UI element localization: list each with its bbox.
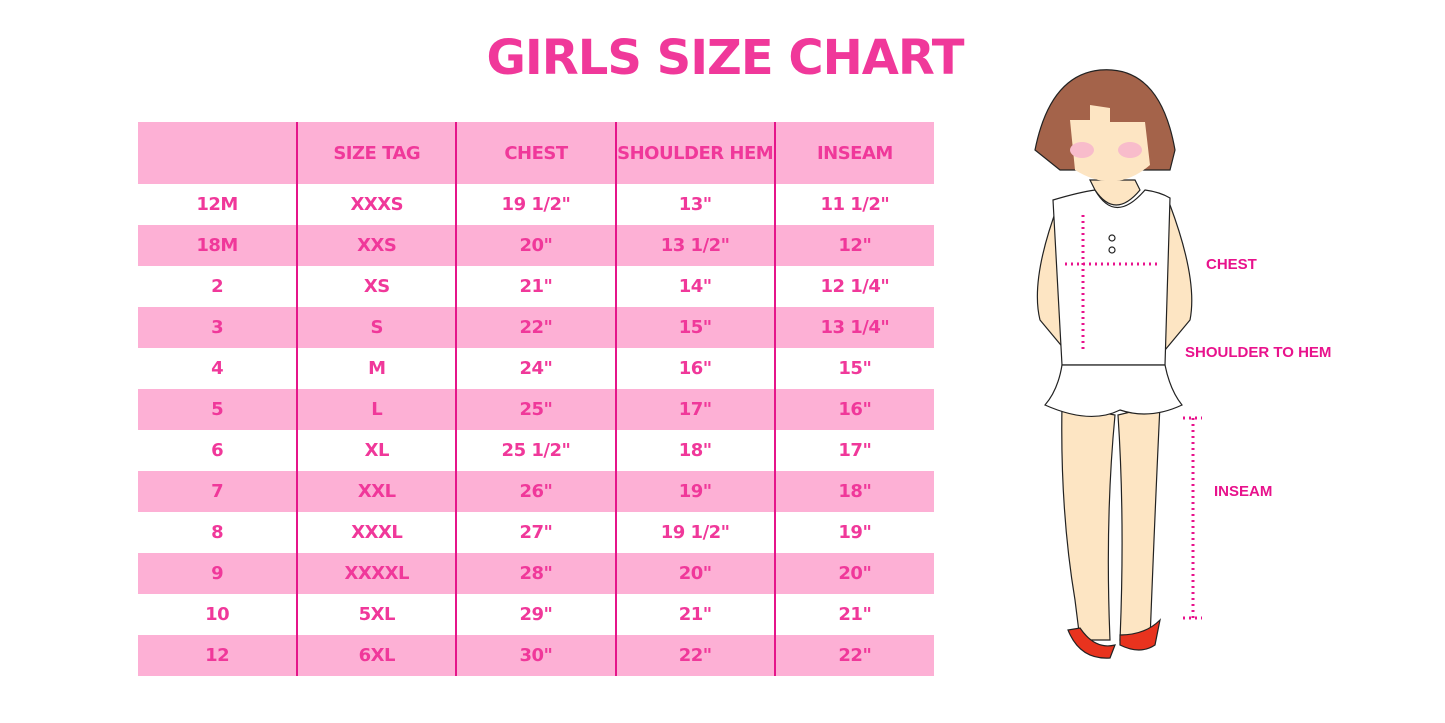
size-chart-table: SIZE TAG CHEST SHOULDER HEM INSEAM 12M XXXS 1… — [138, 122, 934, 676]
table-cell: 13 1/4" — [773, 307, 934, 348]
table-cell: 28" — [455, 553, 616, 594]
table-cell: 27" — [455, 512, 616, 553]
table-cell: 15" — [614, 307, 775, 348]
girl-measurement-illustration — [1034, 69, 1202, 659]
table-cell: 2 — [211, 276, 224, 297]
table-row: 10 5XL 29" 21" 21" — [138, 594, 934, 635]
table-cell: 7 — [138, 471, 298, 512]
table-cell: S — [296, 307, 457, 348]
table-cell: 20" — [773, 553, 934, 594]
table-cell: 21" — [773, 594, 934, 635]
table-row: 7 XXL 26" 19" 18" — [138, 471, 934, 512]
table-cell: 20" — [455, 225, 616, 266]
table-cell: 25" — [455, 389, 616, 430]
table-cell: 13" — [614, 184, 775, 225]
table-cell: XXXXL — [296, 553, 457, 594]
table-cell: 25 1/2" — [455, 430, 616, 471]
page-title: GIRLS SIZE CHART — [486, 30, 965, 86]
column-header: CHEST — [455, 122, 616, 184]
table-cell: XL — [296, 430, 457, 471]
table-row: 12M XXXS 19 1/2" 13" 11 1/2" — [138, 184, 934, 225]
table-row: 5 L 25" 17" 16" — [138, 389, 934, 430]
table-cell: XXS — [296, 225, 457, 266]
table-cell: 10 — [205, 604, 230, 625]
table-cell: 5 — [138, 389, 298, 430]
table-cell: 12" — [773, 225, 934, 266]
table-cell: 21" — [614, 594, 775, 635]
shoulder-to-hem-label: SHOULDER TO HEM — [1185, 344, 1332, 361]
table-cell: XXL — [296, 471, 457, 512]
table-cell: 6 — [211, 440, 224, 461]
chest-label: CHEST — [1206, 256, 1257, 273]
table-cell: 22" — [455, 307, 616, 348]
table-cell: XXXS — [296, 184, 457, 225]
table-row: 9 XXXXL 28" 20" 20" — [138, 553, 934, 594]
table-cell: 18" — [773, 471, 934, 512]
table-cell: 18" — [614, 430, 775, 471]
table-cell: 19" — [614, 471, 775, 512]
table-cell: 30" — [455, 635, 616, 676]
table-cell: 12 1/4" — [773, 266, 934, 307]
table-cell: 8 — [211, 522, 224, 543]
column-header — [138, 122, 298, 184]
table-cell: 29" — [455, 594, 616, 635]
table-cell: M — [296, 348, 457, 389]
table-row: 12 6XL 30" 22" 22" — [138, 635, 934, 676]
table-cell: 19 1/2" — [455, 184, 616, 225]
table-row: 8 XXXL 27" 19 1/2" 19" — [138, 512, 934, 553]
column-header: SHOULDER HEM — [614, 122, 775, 184]
table-row: 3 S 22" 15" 13 1/4" — [138, 307, 934, 348]
table-cell: 22" — [773, 635, 934, 676]
table-row: 2 XS 21" 14" 12 1/4" — [138, 266, 934, 307]
table-cell: 26" — [455, 471, 616, 512]
table-cell: 17" — [773, 430, 934, 471]
table-cell: XS — [296, 266, 457, 307]
table-cell: 15" — [773, 348, 934, 389]
table-cell: 16" — [614, 348, 775, 389]
inseam-label: INSEAM — [1214, 483, 1273, 500]
table-cell: 6XL — [296, 635, 457, 676]
table-cell: XXXL — [296, 512, 457, 553]
table-cell: 5XL — [296, 594, 457, 635]
table-row: 4 M 24" 16" 15" — [138, 348, 934, 389]
table-cell: 24" — [455, 348, 616, 389]
column-header: INSEAM — [773, 122, 934, 184]
table-cell: L — [296, 389, 457, 430]
table-cell: 13 1/2" — [614, 225, 775, 266]
table-cell: 4 — [211, 358, 224, 379]
measurement-guides — [1065, 215, 1202, 620]
table-cell: 12M — [196, 194, 238, 215]
table-row: 18M XXS 20" 13 1/2" 12" — [138, 225, 934, 266]
table-cell: 18M — [138, 225, 298, 266]
table-cell: 17" — [614, 389, 775, 430]
table-cell: 12 — [138, 635, 298, 676]
column-header: SIZE TAG — [296, 122, 457, 184]
table-cell: 20" — [614, 553, 775, 594]
table-cell: 19" — [773, 512, 934, 553]
table-cell: 21" — [455, 266, 616, 307]
table-cell: 14" — [614, 266, 775, 307]
table-cell: 3 — [138, 307, 298, 348]
table-cell: 9 — [138, 553, 298, 594]
table-cell: 11 1/2" — [773, 184, 934, 225]
table-cell: 19 1/2" — [614, 512, 775, 553]
table-row: 6 XL 25 1/2" 18" 17" — [138, 430, 934, 471]
table-cell: 22" — [614, 635, 775, 676]
table-cell: 16" — [773, 389, 934, 430]
